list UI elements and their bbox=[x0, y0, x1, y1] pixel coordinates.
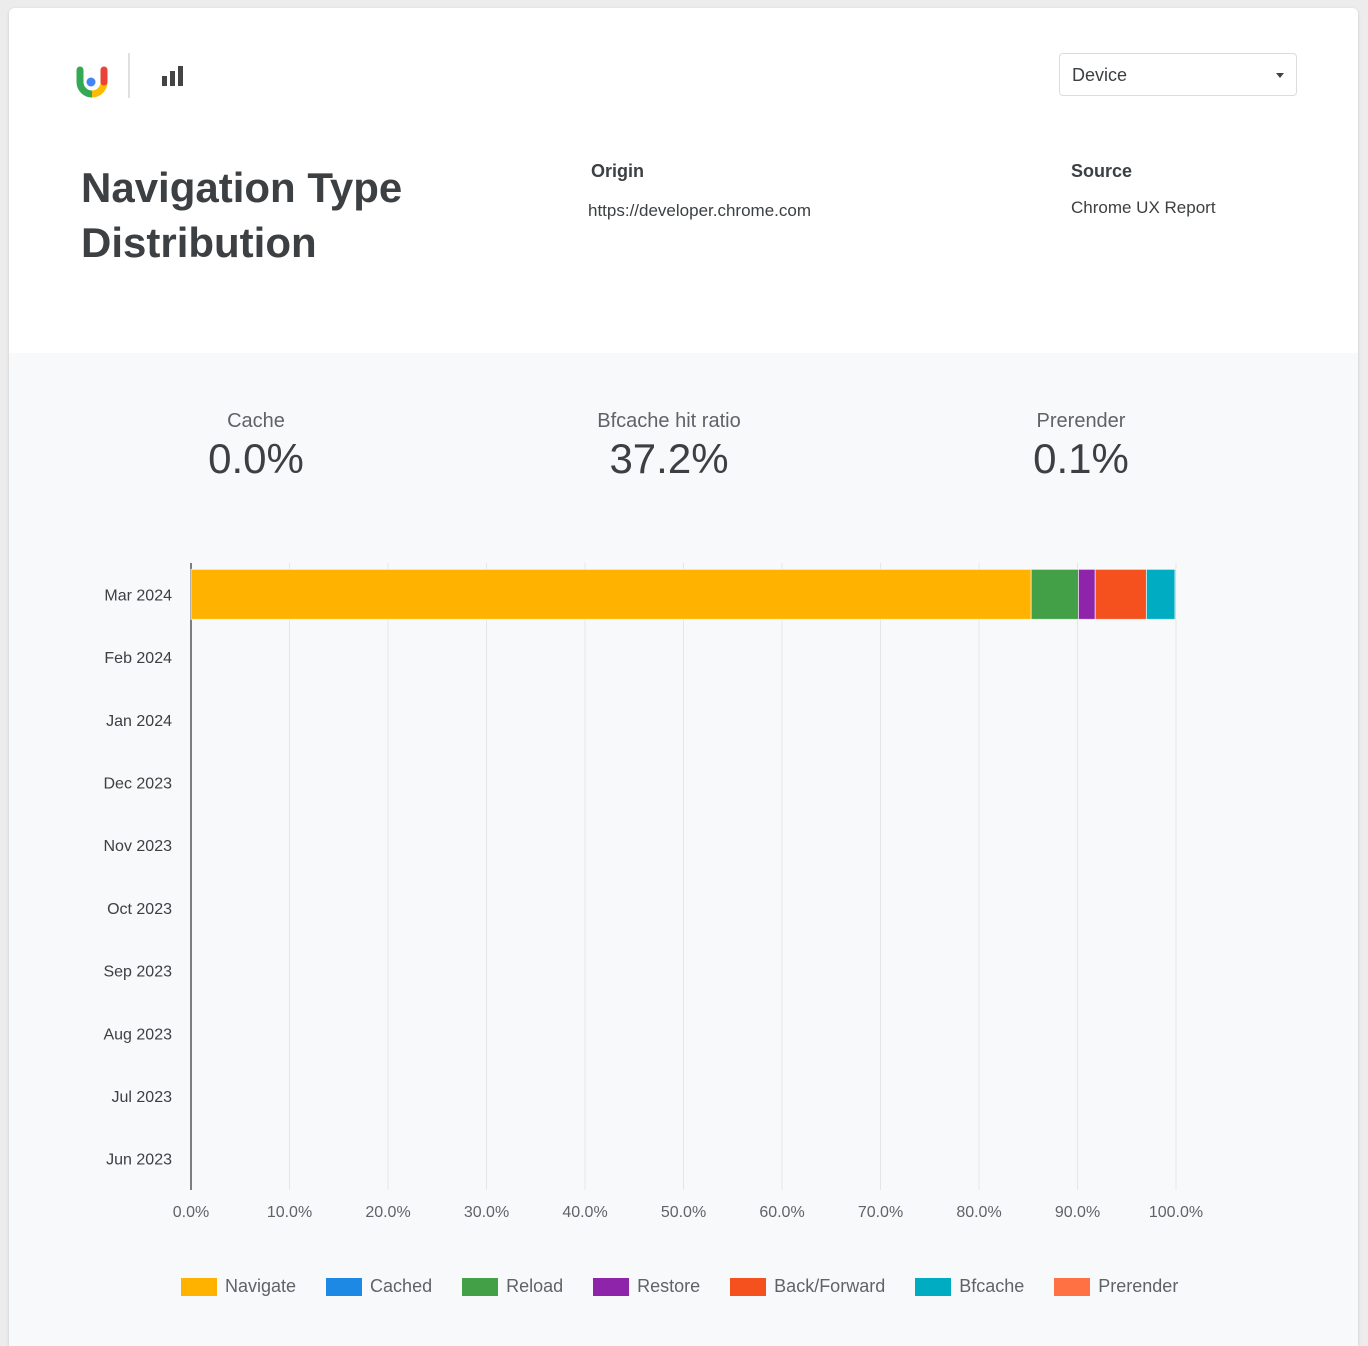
bar-chart-icon[interactable] bbox=[161, 64, 187, 88]
chart-section: Cache 0.0% Bfcache hit ratio 37.2% Prerend… bbox=[9, 353, 1358, 1346]
legend-label: Navigate bbox=[225, 1276, 297, 1296]
kpi-bfcache-hit-ratio: Bfcache hit ratio 37.2% bbox=[519, 410, 819, 483]
kpi-label: Prerender bbox=[1036, 410, 1126, 432]
source-value: Chrome UX Report bbox=[1071, 198, 1216, 217]
kpi-prerender: Prerender 0.1% bbox=[931, 410, 1231, 483]
legend-label: Reload bbox=[506, 1276, 564, 1296]
device-select-value: Device bbox=[1072, 65, 1128, 85]
caret-down-icon bbox=[1276, 73, 1284, 78]
legend-item[interactable]: Cached bbox=[326, 1276, 432, 1297]
divider bbox=[128, 53, 130, 98]
chart-legend: Navigate Cached Reload Restore Back/Forward B… bbox=[181, 1276, 1208, 1297]
legend-label: Prerender bbox=[1098, 1276, 1179, 1296]
page-title: Navigation Type Distribution bbox=[81, 164, 403, 266]
legend-swatch bbox=[181, 1277, 217, 1296]
kpi-label: Bfcache hit ratio bbox=[597, 410, 741, 432]
kpi-label: Cache bbox=[227, 410, 285, 432]
legend-swatch bbox=[326, 1277, 363, 1296]
kpi-value: 0.1% bbox=[1033, 435, 1129, 482]
legend-swatch bbox=[915, 1277, 952, 1296]
legend-item[interactable]: Back/Forward bbox=[730, 1276, 885, 1297]
kpi-value: 0.0% bbox=[208, 435, 304, 482]
header-section: Device Navigation Type Distribution Orig… bbox=[9, 8, 1358, 353]
legend-swatch bbox=[462, 1277, 499, 1296]
device-select[interactable]: Device bbox=[1059, 53, 1297, 96]
legend-swatch bbox=[593, 1277, 630, 1296]
legend-item[interactable]: Restore bbox=[593, 1276, 700, 1297]
legend-item[interactable]: Prerender bbox=[1054, 1276, 1178, 1297]
legend-label: Back/Forward bbox=[774, 1276, 886, 1296]
legend-label: Restore bbox=[637, 1276, 701, 1296]
source-label: Source bbox=[1071, 161, 1133, 181]
legend-item[interactable]: Bfcache bbox=[915, 1276, 1024, 1297]
legend-item[interactable]: Navigate bbox=[181, 1276, 296, 1297]
legend-label: Cached bbox=[370, 1276, 433, 1296]
report-card: Device Navigation Type Distribution Orig… bbox=[9, 8, 1358, 1346]
origin-value: https://developer.chrome.com bbox=[588, 201, 812, 220]
origin-label: Origin bbox=[591, 161, 644, 181]
legend-swatch bbox=[1054, 1277, 1091, 1296]
kpi-cache: Cache 0.0% bbox=[106, 410, 406, 483]
chrome-ux-report-logo bbox=[76, 66, 108, 98]
legend-label: Bfcache bbox=[959, 1276, 1025, 1296]
kpi-value: 37.2% bbox=[609, 435, 729, 482]
legend-item[interactable]: Reload bbox=[462, 1276, 563, 1297]
legend-swatch bbox=[730, 1277, 767, 1296]
